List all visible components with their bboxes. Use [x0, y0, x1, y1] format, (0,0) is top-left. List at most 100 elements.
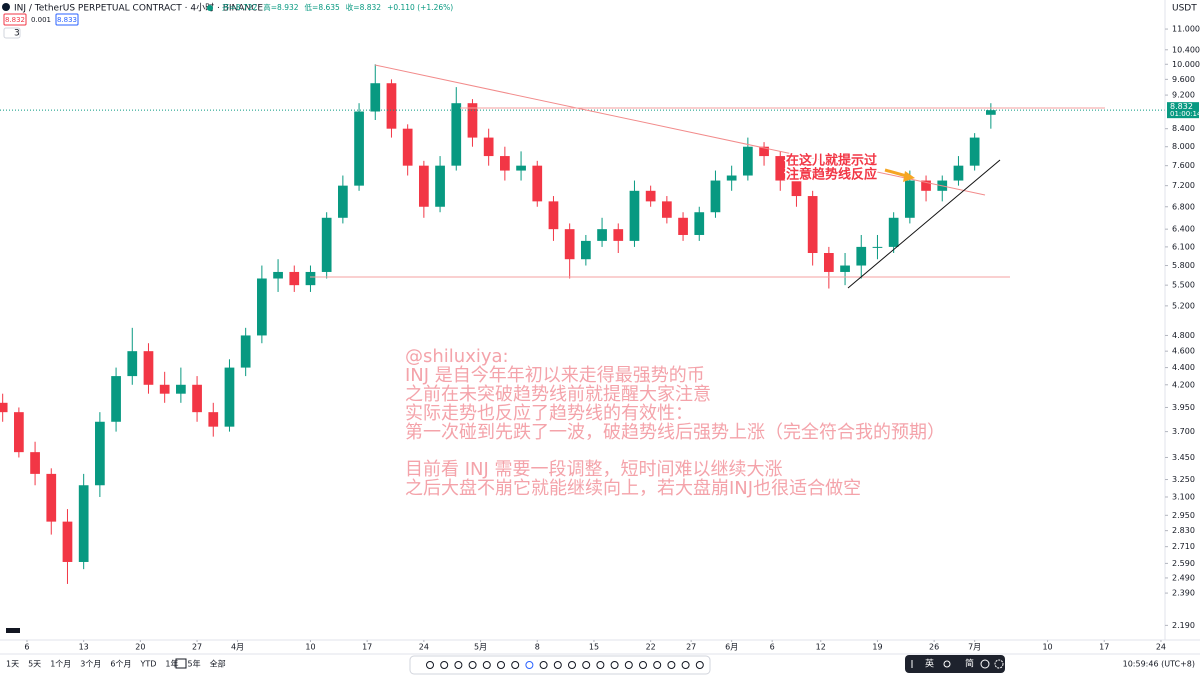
candle-body [548, 201, 559, 230]
candle-body [289, 271, 300, 286]
timeframe-button[interactable]: 1个月 [50, 660, 71, 669]
tool-icon[interactable] [539, 661, 548, 669]
indicator-count: 3 [14, 29, 20, 39]
quote-value[interactable]: 0.001 [31, 16, 51, 24]
y-tick-label: 3.250 [1172, 475, 1195, 484]
tool-icon[interactable] [681, 661, 690, 669]
note-line: 第一次碰到先跌了一波，破趋势线后强势上涨（完全符合我的预期） [405, 422, 945, 443]
timeframe-button[interactable]: 1年 [165, 659, 178, 669]
tool-icon[interactable] [695, 661, 704, 669]
time-axis: 6 13 20 27 4月 10 17 24 5月 8 15 22 27 6月 6 12 19 26 7月 10 17 2… [24, 640, 1166, 652]
ohlc-value: 收=8.832 [346, 2, 381, 12]
tool-icon[interactable] [511, 661, 520, 669]
candle-body [321, 217, 332, 272]
candle-body [645, 190, 656, 202]
y-tick-label: 3.950 [1172, 403, 1195, 412]
tool-icon[interactable] [525, 661, 534, 669]
tool-icon[interactable] [482, 661, 491, 669]
y-tick-label: 5.500 [1172, 281, 1195, 290]
y-tick-label: 10.000 [1172, 60, 1200, 69]
timeframe-button[interactable]: 6个月 [110, 660, 131, 669]
tool-icon[interactable] [468, 661, 477, 669]
quote-box[interactable] [30, 14, 52, 25]
y-tick-label: 4.400 [1172, 363, 1195, 372]
candle-body [273, 271, 283, 279]
candle-body [451, 103, 462, 166]
y-tick-label: 2.830 [1172, 526, 1195, 535]
quote-box[interactable] [55, 13, 79, 26]
timeframe-button[interactable]: 5天 [28, 660, 41, 669]
tool-icon[interactable] [497, 661, 505, 669]
x-tick-label: 22 [646, 643, 656, 652]
ime-lang[interactable]: 英 [925, 658, 934, 670]
tool-icon[interactable] [596, 661, 605, 669]
y-tick-label: 9.600 [1172, 75, 1195, 84]
candle-body [791, 180, 802, 197]
rising-trend-line[interactable] [847, 159, 1001, 289]
candle-body [823, 253, 834, 272]
y-tick-label: 2.950 [1172, 511, 1195, 520]
x-tick-label: 10 [1042, 643, 1052, 652]
tool-icon[interactable] [454, 661, 463, 669]
market-status [207, 5, 213, 11]
candle-body [240, 335, 251, 368]
y-tick-label: 8.400 [1172, 124, 1195, 133]
countdown: 01:00:14 [1170, 110, 1200, 118]
tool-icon[interactable] [653, 661, 662, 669]
timeframe-button[interactable]: YTD [139, 660, 156, 669]
y-tick-label: 11.000 [1172, 25, 1200, 34]
candle-body [678, 217, 688, 235]
timeframe-button[interactable]: 全部 [210, 659, 226, 669]
candle-body [581, 240, 591, 260]
trend-line[interactable] [374, 64, 986, 196]
tool-icon[interactable] [610, 661, 619, 669]
timeframe-button[interactable]: 5年 [188, 659, 201, 669]
timeframe-button[interactable]: 3个月 [80, 660, 101, 669]
tool-icon[interactable] [568, 661, 576, 669]
x-tick-label: 20 [135, 643, 145, 652]
currency[interactable]: USDT [1172, 4, 1197, 14]
note-line: 实际走势也反应了趋势线的有效性： [405, 403, 693, 424]
candle-body [710, 180, 721, 213]
candle-body [985, 110, 996, 115]
candle-body [127, 351, 138, 377]
tool-icon[interactable] [440, 661, 449, 669]
tool-icon[interactable] [553, 661, 562, 669]
timeframe-button[interactable]: 1天 [6, 660, 19, 669]
ime-settings[interactable] [994, 659, 1004, 669]
x-tick-label: 27 [192, 643, 202, 652]
x-tick-label: 10 [305, 643, 315, 652]
tool-icon[interactable] [639, 661, 647, 669]
ime-icon[interactable] [943, 660, 951, 668]
y-tick-label: 4.800 [1172, 331, 1195, 340]
x-tick-label: 24 [419, 643, 429, 652]
drawings [310, 64, 1105, 289]
tool-icon[interactable] [426, 661, 434, 669]
candle-body [969, 137, 980, 166]
candle-body [483, 137, 494, 157]
y-tick-label: 6.800 [1172, 202, 1195, 211]
y-tick-label: 5.800 [1172, 261, 1195, 270]
note-line: 之后大盘不崩它就能继续向上，若大盘崩INJ也很适合做空 [405, 478, 861, 499]
tool-icon[interactable] [667, 661, 676, 669]
ime-emoji[interactable] [980, 659, 990, 669]
candle-body [46, 473, 57, 522]
date-range-button[interactable] [175, 658, 187, 669]
candle-body [759, 146, 769, 157]
indicator-toggle[interactable] [3, 27, 21, 39]
quote-value[interactable]: 8.833 [57, 16, 77, 24]
x-tick-label: 15 [589, 643, 599, 652]
tool-icon[interactable] [624, 661, 633, 669]
note-line: @shiluxiya: [405, 346, 509, 367]
quote-box[interactable] [3, 13, 27, 26]
symbol-title: INJ / TetherUS PERPETUAL CONTRACT · 4小时 … [14, 2, 263, 14]
note-line: 目前看 INJ 需要一段调整，短时间难以继续大涨 [405, 459, 783, 480]
tool-icon[interactable] [582, 661, 591, 669]
ime-script[interactable]: 简 [965, 658, 974, 670]
quote-value[interactable]: 8.832 [5, 16, 25, 24]
candle-body [0, 402, 8, 413]
candle-body [257, 278, 267, 336]
notes: @shiluxiya:INJ 是自今年年初以来走得最强势的币之前在未突破趋势线前… [405, 151, 945, 499]
